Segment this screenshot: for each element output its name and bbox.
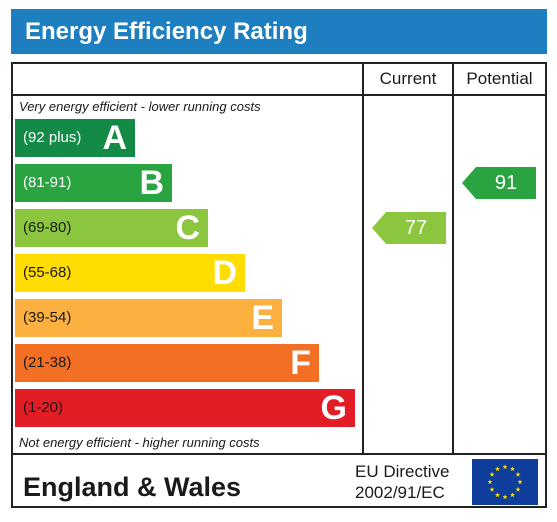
eu-star [495, 466, 500, 472]
band-range-label: (92 plus) [23, 129, 82, 146]
band-d: (55-68) D [15, 254, 245, 292]
band-e: (39-54) E [15, 299, 282, 337]
potential-rating-value: 91 [494, 172, 518, 194]
current-rating-value: 77 [404, 217, 428, 239]
band-letter: F [290, 344, 311, 382]
eu-star [502, 464, 508, 470]
band-a: (92 plus) A [15, 119, 135, 157]
eu-star [515, 486, 521, 492]
bottom-caption: Not energy efficient - higher running co… [19, 435, 260, 450]
eu-star [489, 486, 495, 492]
band-range-label: (81-91) [23, 174, 72, 191]
eu-star [517, 479, 523, 485]
header-rule [13, 94, 545, 96]
eu-stars-icon [487, 464, 523, 500]
footer: England & Wales EU Directive 2002/91/EC [13, 455, 545, 506]
band-range-label: (39-54) [23, 309, 72, 326]
top-caption: Very energy efficient - lower running co… [19, 99, 261, 114]
band-letter: C [175, 209, 200, 247]
eu-star [489, 471, 495, 477]
band-letter: B [139, 164, 164, 202]
divider-potential [452, 64, 454, 455]
divider-current [362, 64, 364, 455]
rating-table: Current Potential Very energy efficient … [11, 62, 547, 508]
band-g: (1-20) G [15, 389, 355, 427]
band-letter: G [320, 389, 347, 427]
footer-rule [13, 453, 545, 455]
footer-region: England & Wales [23, 472, 242, 502]
band-range-label: (1-20) [23, 399, 64, 416]
eu-directive-line1: EU Directive [355, 462, 450, 481]
band-letter: E [251, 299, 274, 337]
band-b: (81-91) B [15, 164, 172, 202]
eu-star [510, 492, 515, 498]
eu-star [495, 492, 500, 498]
eu-star [502, 494, 508, 500]
current-rating-arrow: 77 [372, 212, 446, 244]
eu-flag-icon [472, 459, 538, 505]
eu-directive: EU Directive 2002/91/EC [355, 461, 449, 503]
chart-title: Energy Efficiency Rating [25, 18, 308, 45]
eu-star [515, 471, 521, 477]
eu-star [487, 479, 493, 485]
title-bar: Energy Efficiency Rating [11, 9, 547, 54]
band-range-label: (21-38) [23, 354, 72, 371]
column-header-potential: Potential [466, 69, 533, 88]
potential-rating-arrow: 91 [462, 167, 536, 199]
band-letter: A [102, 119, 127, 157]
eu-star [510, 466, 515, 472]
band-c: (69-80) C [15, 209, 208, 247]
band-range-label: (69-80) [23, 219, 72, 236]
eu-directive-line2: 2002/91/EC [355, 483, 445, 502]
band-letter: D [212, 254, 237, 292]
column-header-current: Current [379, 69, 437, 88]
band-range-label: (55-68) [23, 264, 72, 281]
band-f: (21-38) F [15, 344, 319, 382]
